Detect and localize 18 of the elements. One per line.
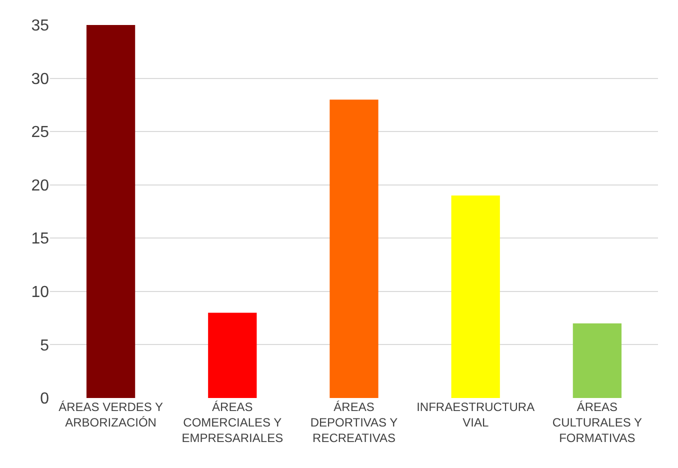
y-tick-label: 35	[31, 18, 50, 35]
y-tick-label: 10	[31, 284, 50, 302]
bar	[451, 196, 500, 398]
bar	[572, 323, 622, 398]
bar	[208, 312, 257, 398]
y-tick-label: 15	[31, 230, 50, 248]
y-tick-label: 5	[40, 337, 50, 354]
y-tick-label: 30	[31, 70, 50, 88]
y-tick-label: 25	[31, 124, 50, 142]
bar	[330, 100, 378, 398]
x-tick-label: ÁREAS DEPORTIVAS Y RECREATIVAS	[310, 400, 398, 446]
y-tick-label: 0	[40, 390, 50, 408]
x-tick-label: ÁREAS CULTURALES Y FORMATIVAS	[552, 400, 642, 446]
x-tick-label: INFRAESTRUCTURA VIAL	[416, 400, 535, 430]
y-tick-label: 20	[31, 177, 50, 194]
x-tick-label: ÁREAS VERDES Y ARBORIZACIÓN	[58, 400, 164, 430]
x-tick-label: ÁREAS COMERCIALES Y EMPRESARIALES	[182, 400, 284, 446]
bar	[86, 25, 136, 398]
